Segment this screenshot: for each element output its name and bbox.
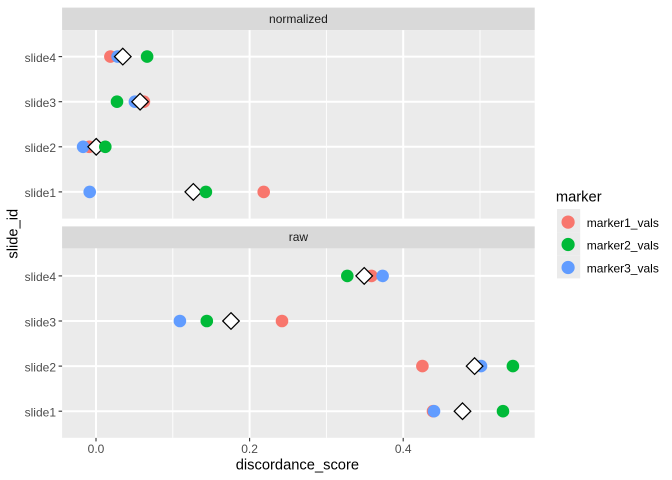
svg-text:marker: marker	[556, 190, 602, 206]
svg-text:slide1: slide1	[25, 186, 57, 200]
svg-text:slide2: slide2	[25, 360, 57, 374]
svg-text:slide3: slide3	[25, 315, 57, 329]
svg-text:slide1: slide1	[25, 406, 57, 420]
svg-text:raw: raw	[289, 230, 309, 244]
svg-text:marker2_vals: marker2_vals	[587, 238, 659, 252]
svg-text:marker3_vals: marker3_vals	[587, 261, 659, 275]
svg-text:slide4: slide4	[25, 51, 57, 65]
svg-text:slide_id: slide_id	[6, 209, 22, 259]
svg-text:marker1_vals: marker1_vals	[587, 216, 659, 230]
svg-text:normalized: normalized	[269, 12, 328, 26]
svg-text:0.2: 0.2	[241, 442, 258, 456]
svg-text:slide4: slide4	[25, 270, 57, 284]
svg-text:0.0: 0.0	[88, 442, 105, 456]
svg-text:slide2: slide2	[25, 141, 57, 155]
svg-text:slide3: slide3	[25, 96, 57, 110]
svg-text:discordance_score: discordance_score	[236, 457, 359, 473]
svg-text:0.4: 0.4	[395, 442, 412, 456]
